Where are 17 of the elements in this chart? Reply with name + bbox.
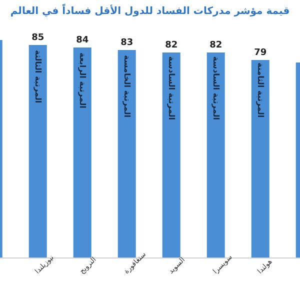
data-label: 84 bbox=[76, 36, 89, 46]
data-label: 82 bbox=[165, 40, 178, 51]
annotation: المرتبة السادسة bbox=[211, 56, 220, 120]
annotation: المرتبة الخامسة bbox=[122, 55, 132, 118]
data-label: 85 bbox=[32, 33, 44, 44]
annotation: المرتبة السادسة bbox=[166, 56, 176, 120]
bar bbox=[162, 52, 180, 258]
bar bbox=[251, 60, 270, 258]
annotation: المرتبة الثامنة bbox=[256, 62, 265, 118]
bar bbox=[206, 52, 225, 258]
annotation: المرتبة الثالثة bbox=[33, 50, 42, 104]
annotation: المرتبة الرابعة bbox=[78, 52, 87, 109]
bar bbox=[73, 48, 92, 258]
data-label: 83 bbox=[120, 38, 134, 48]
data-label: 79 bbox=[254, 48, 267, 58]
data-label: 82 bbox=[210, 40, 222, 51]
chart-title: قيمة مؤشر مدركات الفساد للدول الأقل فساداً في العالم bbox=[9, 6, 291, 17]
